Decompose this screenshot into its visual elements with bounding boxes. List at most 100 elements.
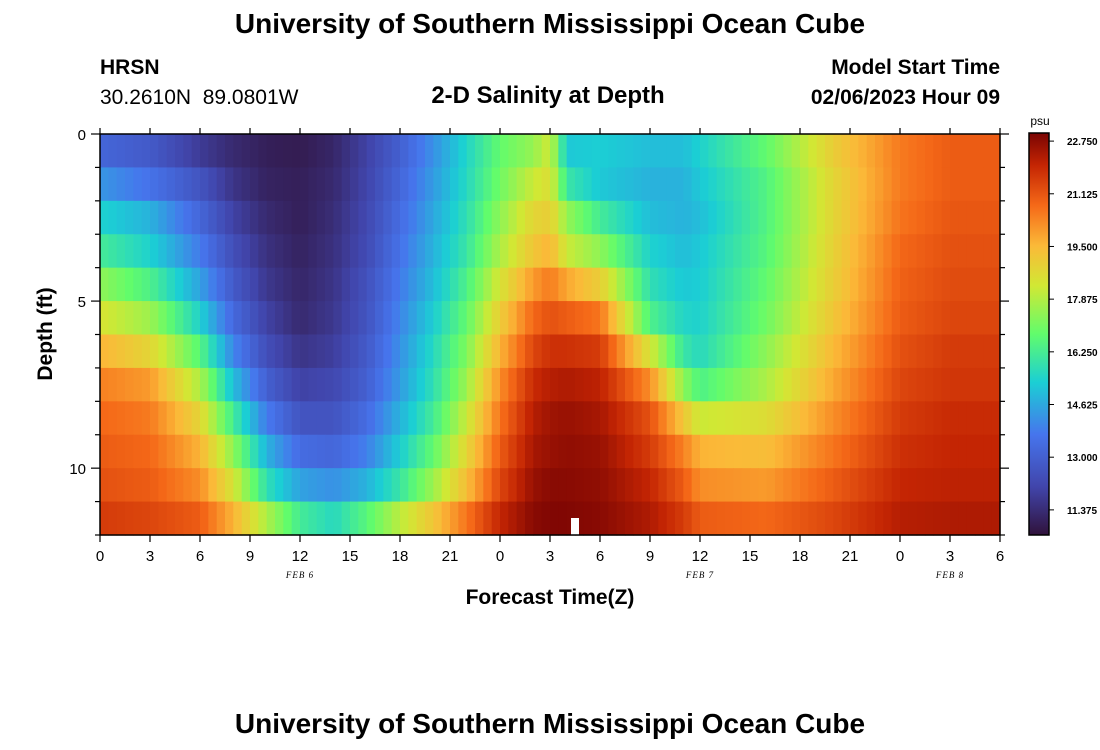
heatmap-cell — [425, 301, 434, 336]
heatmap-cell — [925, 468, 934, 503]
heatmap-cell — [200, 200, 209, 235]
heatmap-cell — [900, 167, 909, 202]
heatmap-cell — [433, 367, 443, 402]
heatmap-cell — [733, 501, 743, 536]
heatmap-cell — [175, 200, 184, 235]
heatmap-cell — [575, 334, 584, 369]
heatmap-cell — [400, 334, 409, 369]
heatmap-cell — [325, 468, 334, 503]
heatmap-cell — [775, 200, 784, 235]
heatmap-cell — [758, 301, 768, 336]
heatmap-cell — [608, 200, 618, 235]
heatmap-cell — [383, 167, 393, 202]
heatmap-cell — [575, 167, 584, 202]
heatmap-cell — [300, 501, 309, 536]
heatmap-cell — [233, 334, 243, 369]
heatmap-cell — [566, 200, 576, 235]
heatmap-cell — [141, 200, 151, 235]
heatmap-cell — [766, 468, 776, 503]
heatmap-cell — [325, 367, 334, 402]
heatmap-cell — [575, 468, 584, 503]
heatmap-cell — [850, 367, 859, 402]
heatmap-cell — [150, 401, 159, 436]
heatmap-cell — [633, 134, 643, 169]
heatmap-cell — [183, 200, 193, 235]
heatmap-cell — [883, 301, 893, 336]
heatmap-cell — [833, 267, 843, 302]
heatmap-cell — [441, 334, 451, 369]
heatmap-cell — [658, 334, 668, 369]
heatmap-cell — [833, 401, 843, 436]
heatmap-cell — [650, 367, 659, 402]
x-tick-label: 3 — [146, 548, 154, 565]
heatmap-cell — [808, 301, 818, 336]
heatmap-cell — [258, 301, 268, 336]
heatmap-cell — [966, 200, 976, 235]
heatmap-cell — [541, 167, 551, 202]
heatmap-cell — [858, 200, 868, 235]
heatmap-cell — [408, 267, 418, 302]
heatmap-cell — [875, 367, 884, 402]
heatmap-cell — [491, 468, 501, 503]
heatmap-cell — [700, 167, 709, 202]
heatmap-cell — [891, 234, 901, 269]
heatmap-cell — [150, 301, 159, 336]
heatmap-cell — [233, 267, 243, 302]
heatmap-cell — [533, 200, 543, 235]
heatmap-cell — [158, 267, 168, 302]
heatmap-cell — [633, 401, 643, 436]
heatmap-cell — [908, 468, 918, 503]
heatmap-cell — [983, 434, 993, 469]
heatmap-cell — [708, 434, 718, 469]
heatmap-cell — [908, 401, 918, 436]
heatmap-cell — [350, 334, 359, 369]
heatmap-cell — [808, 334, 818, 369]
heatmap-cell — [516, 334, 526, 369]
heatmap-cell — [100, 234, 109, 269]
heatmap-cell — [100, 434, 109, 469]
heatmap-cell — [950, 267, 959, 302]
heatmap-cell — [941, 234, 951, 269]
heatmap-cell — [266, 234, 276, 269]
heatmap-cell — [433, 134, 443, 169]
heatmap-cell — [975, 134, 984, 169]
heatmap-cell — [283, 167, 293, 202]
heatmap-cell — [400, 468, 409, 503]
heatmap-cell — [675, 367, 684, 402]
heatmap-cell — [850, 134, 859, 169]
heatmap-cell — [875, 267, 884, 302]
heatmap-cell — [591, 334, 601, 369]
x-tick-label: 9 — [646, 548, 654, 565]
heatmap-cell — [950, 401, 959, 436]
heatmap-cell — [816, 200, 826, 235]
heatmap-cell — [783, 468, 793, 503]
heatmap-cell — [641, 167, 651, 202]
heatmap-cell — [875, 468, 884, 503]
heatmap-cell — [108, 167, 118, 202]
heatmap-cell — [591, 501, 601, 536]
heatmap-cell — [325, 401, 334, 436]
heatmap-cell — [133, 468, 143, 503]
heatmap-cell — [258, 134, 268, 169]
heatmap-cell — [666, 468, 676, 503]
x-tick-label: 0 — [496, 548, 504, 565]
heatmap-cell — [858, 234, 868, 269]
heatmap-cell — [141, 167, 151, 202]
heatmap-cell — [383, 434, 393, 469]
heatmap-cell — [183, 501, 193, 536]
heatmap-cell — [241, 334, 251, 369]
heatmap-cell — [508, 267, 518, 302]
heatmap-cell — [641, 334, 651, 369]
heatmap-cell — [316, 301, 326, 336]
heatmap-cell — [650, 200, 659, 235]
heatmap-cell — [991, 367, 1001, 402]
heatmap-cell — [900, 134, 909, 169]
heatmap-cell — [450, 301, 459, 336]
heatmap-cell — [416, 334, 426, 369]
heatmap-cell — [258, 234, 268, 269]
heatmap-cell — [291, 367, 301, 402]
heatmap-cell — [675, 234, 684, 269]
heatmap-cell — [191, 501, 201, 536]
heatmap-cell — [375, 167, 384, 202]
heatmap-cell — [666, 334, 676, 369]
